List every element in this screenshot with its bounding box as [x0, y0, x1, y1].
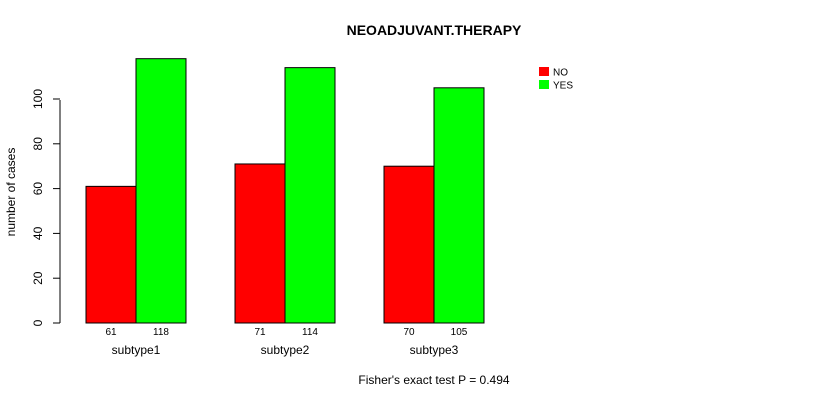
y-tick-label-80: 80 [31, 137, 45, 151]
legend: NO YES [539, 67, 573, 92]
y-tick-label-20: 20 [31, 271, 45, 285]
legend-label-NO: NO [553, 68, 568, 79]
bar-subtype1-NO [85, 185, 137, 324]
value-label-subtype1-NO: 61 [105, 327, 117, 338]
chart-title: NEOADJUVANT.THERAPY [347, 22, 522, 38]
legend-swatch-YES [539, 80, 549, 89]
y-tick-label-100: 100 [31, 89, 45, 109]
value-labels-group: 61 118 71 114 70 105 [105, 327, 467, 338]
value-label-subtype2-NO: 71 [254, 327, 266, 338]
value-label-subtype2-YES: 114 [302, 327, 318, 338]
bar-subtype3-YES [433, 87, 485, 324]
y-tick-label-40: 40 [31, 226, 45, 240]
legend-swatch-NO [539, 67, 549, 76]
y-axis-ticks: 0 20 40 60 80 100 [31, 89, 60, 326]
bar-subtype3-NO [383, 165, 435, 324]
bars-group [85, 58, 485, 324]
footnote: Fisher's exact test P = 0.494 [358, 373, 509, 387]
category-label-subtype3: subtype3 [410, 343, 459, 357]
y-tick-label-60: 60 [31, 182, 45, 196]
bar-subtype1-YES [135, 58, 187, 324]
category-label-subtype2: subtype2 [261, 343, 310, 357]
legend-label-YES: YES [553, 81, 573, 92]
y-axis-label: number of cases [4, 148, 18, 237]
bar-subtype2-NO [234, 163, 286, 324]
value-label-subtype1-YES: 118 [153, 327, 169, 338]
category-label-subtype1: subtype1 [112, 343, 161, 357]
value-label-subtype3-YES: 105 [451, 327, 468, 338]
value-label-subtype3-NO: 70 [403, 327, 415, 338]
category-labels-group: subtype1 subtype2 subtype3 [112, 343, 459, 357]
bar-subtype2-YES [284, 67, 336, 324]
y-tick-label-0: 0 [31, 319, 45, 326]
